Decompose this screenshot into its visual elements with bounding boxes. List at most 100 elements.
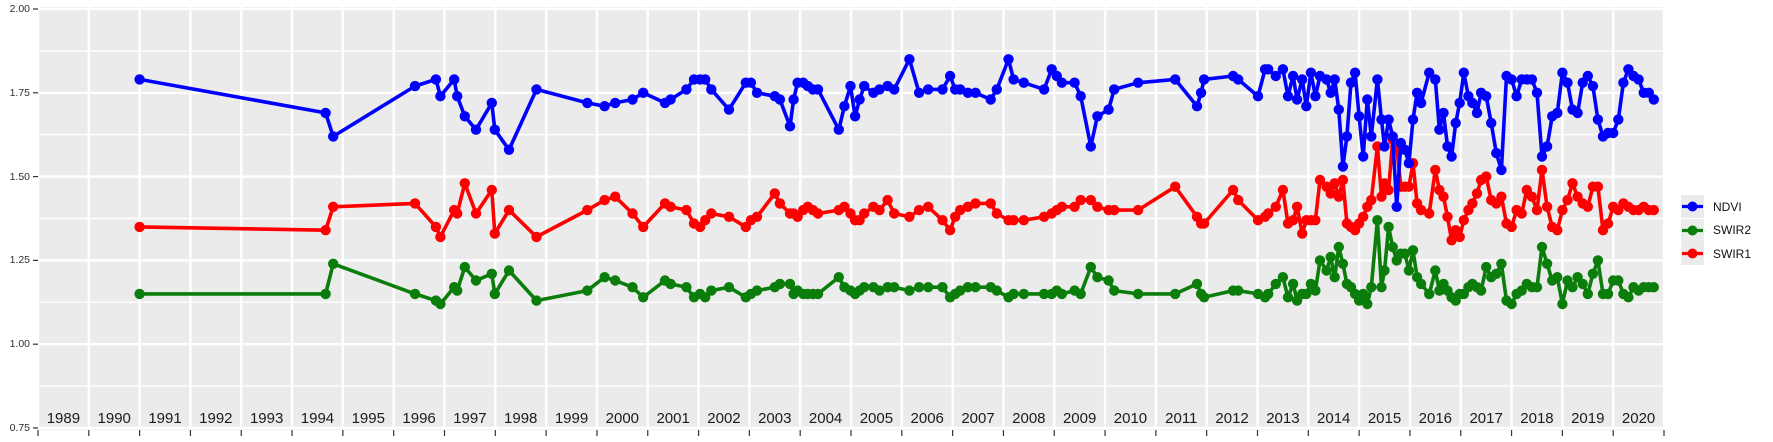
swir2-data-point <box>1263 288 1274 300</box>
swir1-data-point <box>1325 188 1336 199</box>
ndvi-data-point <box>1446 151 1457 162</box>
swir1-data-point <box>1270 201 1282 212</box>
ndvi-data-point <box>937 84 948 95</box>
ndvi-data-point <box>503 144 515 155</box>
ndvi-data-point <box>1287 70 1299 82</box>
swir1-data-point <box>1069 201 1080 212</box>
swir2-data-point <box>681 282 692 293</box>
swir2-data-point <box>1310 285 1321 296</box>
x-axis-year-label: 1996 <box>402 410 436 427</box>
swir1-data-point <box>1170 181 1181 192</box>
ndvi-data-point <box>470 124 482 135</box>
ndvi-data-point <box>1618 77 1629 88</box>
swir2-data-point <box>889 282 900 293</box>
y-axis-label: 1.25 <box>9 254 30 267</box>
swir1-data-point <box>706 208 717 219</box>
ndvi-data-point <box>459 111 470 122</box>
swir1-data-point <box>923 201 934 212</box>
swir2-data-point <box>1602 288 1614 300</box>
swir1-data-point <box>1109 204 1120 216</box>
swir1-data-point <box>1310 215 1321 226</box>
ndvi-data-point <box>923 84 934 95</box>
ndvi-data-point <box>1003 54 1014 65</box>
ndvi-data-point <box>599 101 610 112</box>
ndvi-data-point <box>665 94 676 105</box>
swir2-data-point <box>1491 268 1502 279</box>
swir2-data-point <box>1415 278 1427 290</box>
swir2-data-point <box>1198 292 1210 303</box>
swir1-data-point <box>1602 218 1614 229</box>
ndvi-data-point <box>985 94 996 105</box>
ndvi-data-point <box>1467 97 1478 109</box>
swir1-data-point <box>1329 178 1340 189</box>
x-axis-year-label: 2003 <box>758 410 792 427</box>
ndvi-data-point <box>784 121 796 132</box>
swir1-data-point <box>1442 211 1453 222</box>
swir2-data-point <box>1325 251 1336 263</box>
x-axis-year-label: 2017 <box>1469 410 1503 427</box>
ndvi-data-point <box>1277 64 1289 75</box>
swir1-data-point <box>970 198 981 209</box>
swir2-data-point <box>1379 265 1390 276</box>
ndvi-data-point <box>681 84 692 95</box>
swir2-data-point <box>1329 272 1340 283</box>
swir2-data-point <box>784 278 796 290</box>
ndvi-data-point <box>1301 101 1312 112</box>
ndvi-data-point <box>452 91 463 102</box>
ndvi-data-point <box>991 84 1002 95</box>
ndvi-data-point <box>1282 91 1294 102</box>
swir2-data-point <box>409 288 421 300</box>
swir1-data-point <box>751 211 763 222</box>
x-axis-year-label: 1995 <box>351 410 385 427</box>
y-axis-label: 1.75 <box>9 86 30 99</box>
ndvi-data-point <box>1069 77 1080 88</box>
swir1-data-point <box>1075 194 1086 206</box>
x-axis-year-label: 2002 <box>707 410 741 427</box>
ndvi-data-point <box>970 87 981 99</box>
swir2-data-point <box>1358 288 1369 300</box>
swir2-legend-key-icon <box>1681 218 1704 242</box>
swir1-legend-key-icon <box>1681 242 1704 266</box>
ndvi-data-point <box>1613 114 1624 125</box>
swir2-data-point <box>1191 278 1203 290</box>
swir1-data-point <box>430 221 442 233</box>
swir2-data-point <box>503 265 515 276</box>
swir1-data-point <box>665 201 676 212</box>
swir2-data-point <box>1496 258 1507 269</box>
swir2-data-point <box>751 285 763 296</box>
swir1-data-point <box>1471 188 1483 199</box>
ndvi-data-point <box>1198 74 1210 85</box>
ndvi-data-point <box>944 70 956 82</box>
ndvi-data-point <box>1552 107 1563 119</box>
legend-item-swir1: SWIR1 <box>1681 242 1751 266</box>
swir2-data-point <box>435 298 446 310</box>
swir1-data-point <box>1297 228 1308 239</box>
ndvi-data-point <box>1008 74 1019 85</box>
swir2-data-point <box>1366 282 1377 293</box>
ndvi-data-point <box>134 74 145 85</box>
swir2-data-point <box>1362 298 1373 310</box>
ndvi-data-point <box>788 94 799 105</box>
swir2-data-point <box>665 278 676 290</box>
swir2-data-point <box>1623 292 1634 303</box>
ndvi-data-point <box>874 84 885 95</box>
x-axis-year-label: 2012 <box>1215 410 1249 427</box>
swir2-data-point <box>970 282 981 293</box>
swir1-data-point <box>1567 178 1578 189</box>
swir1-data-point <box>1287 215 1299 226</box>
swir2-data-point <box>1314 255 1326 266</box>
ndvi-data-point <box>1608 127 1619 139</box>
ndvi-data-point <box>723 104 735 115</box>
swir2-data-point <box>470 275 482 286</box>
swir2-data-point <box>1567 282 1578 293</box>
ndvi-data-point <box>774 94 786 105</box>
swir2-data-point <box>1577 278 1588 290</box>
ndvi-data-point <box>610 97 621 109</box>
swir2-data-point <box>1536 241 1548 253</box>
ndvi-data-point <box>1411 87 1423 99</box>
swir2-data-point <box>1282 292 1294 303</box>
legend-label-ndvi: NDVI <box>1713 199 1742 214</box>
ndvi-data-point <box>1379 141 1390 152</box>
ndvi-data-point <box>1430 74 1441 85</box>
